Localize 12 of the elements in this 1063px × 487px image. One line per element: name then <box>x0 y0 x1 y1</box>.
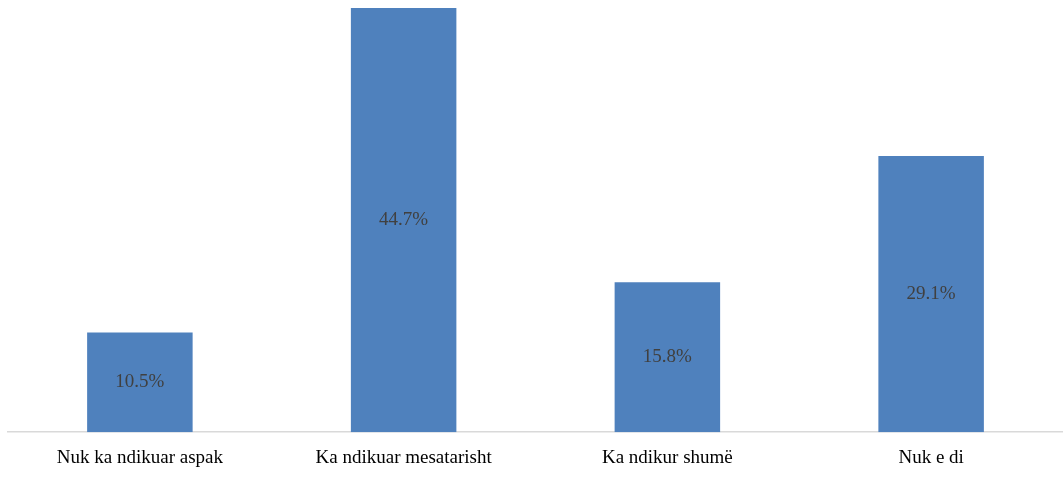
x-tick-label: Nuk ka ndikuar aspak <box>56 445 224 467</box>
data-label: 10.5% <box>115 370 165 392</box>
bar <box>87 332 193 433</box>
x-tick-label: Ka ndikuar mesatarisht <box>315 445 493 467</box>
bar <box>878 156 984 433</box>
data-label: 15.8% <box>642 345 693 367</box>
x-tick-label: Nuk e di <box>898 445 964 467</box>
bar <box>350 8 457 433</box>
bar <box>614 282 721 433</box>
data-label: 44.7% <box>379 208 429 230</box>
x-tick-label: Ka ndikur shumë <box>601 445 733 467</box>
data-label: 29.1% <box>906 282 956 304</box>
